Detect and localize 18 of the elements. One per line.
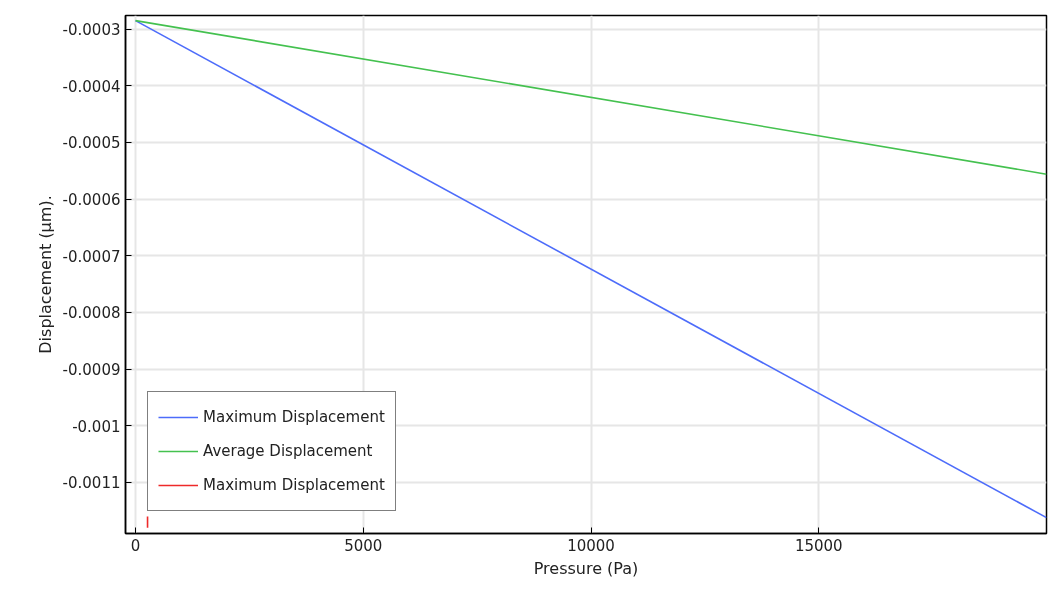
y-tick-label: -0.0009: [62, 361, 121, 380]
legend-label: Maximum Displacement: [203, 407, 385, 428]
x-tick-label: 10000: [567, 536, 615, 555]
y-tick-label: -0.0005: [62, 134, 121, 153]
y-tick-label: -0.0007: [62, 247, 121, 266]
y-tick-label: -0.0004: [62, 77, 121, 96]
legend-label: Maximum Displacement: [203, 475, 385, 496]
x-tick-label: 0: [130, 536, 141, 555]
y-tick-label: -0.0006: [62, 191, 121, 210]
x-tick-label: 15000: [794, 536, 843, 555]
legend-label: Average Displacement: [203, 441, 373, 462]
x-tick-label: 5000: [344, 536, 383, 555]
y-axis-title: Displacement (µm).: [35, 195, 55, 354]
y-tick-label: -0.0008: [62, 304, 121, 323]
x-axis-title: Pressure (Pa): [533, 558, 639, 578]
y-tick-label: -0.0011: [62, 474, 121, 493]
y-tick-label: -0.001: [72, 417, 121, 436]
y-tick-label: -0.0003: [62, 21, 121, 40]
